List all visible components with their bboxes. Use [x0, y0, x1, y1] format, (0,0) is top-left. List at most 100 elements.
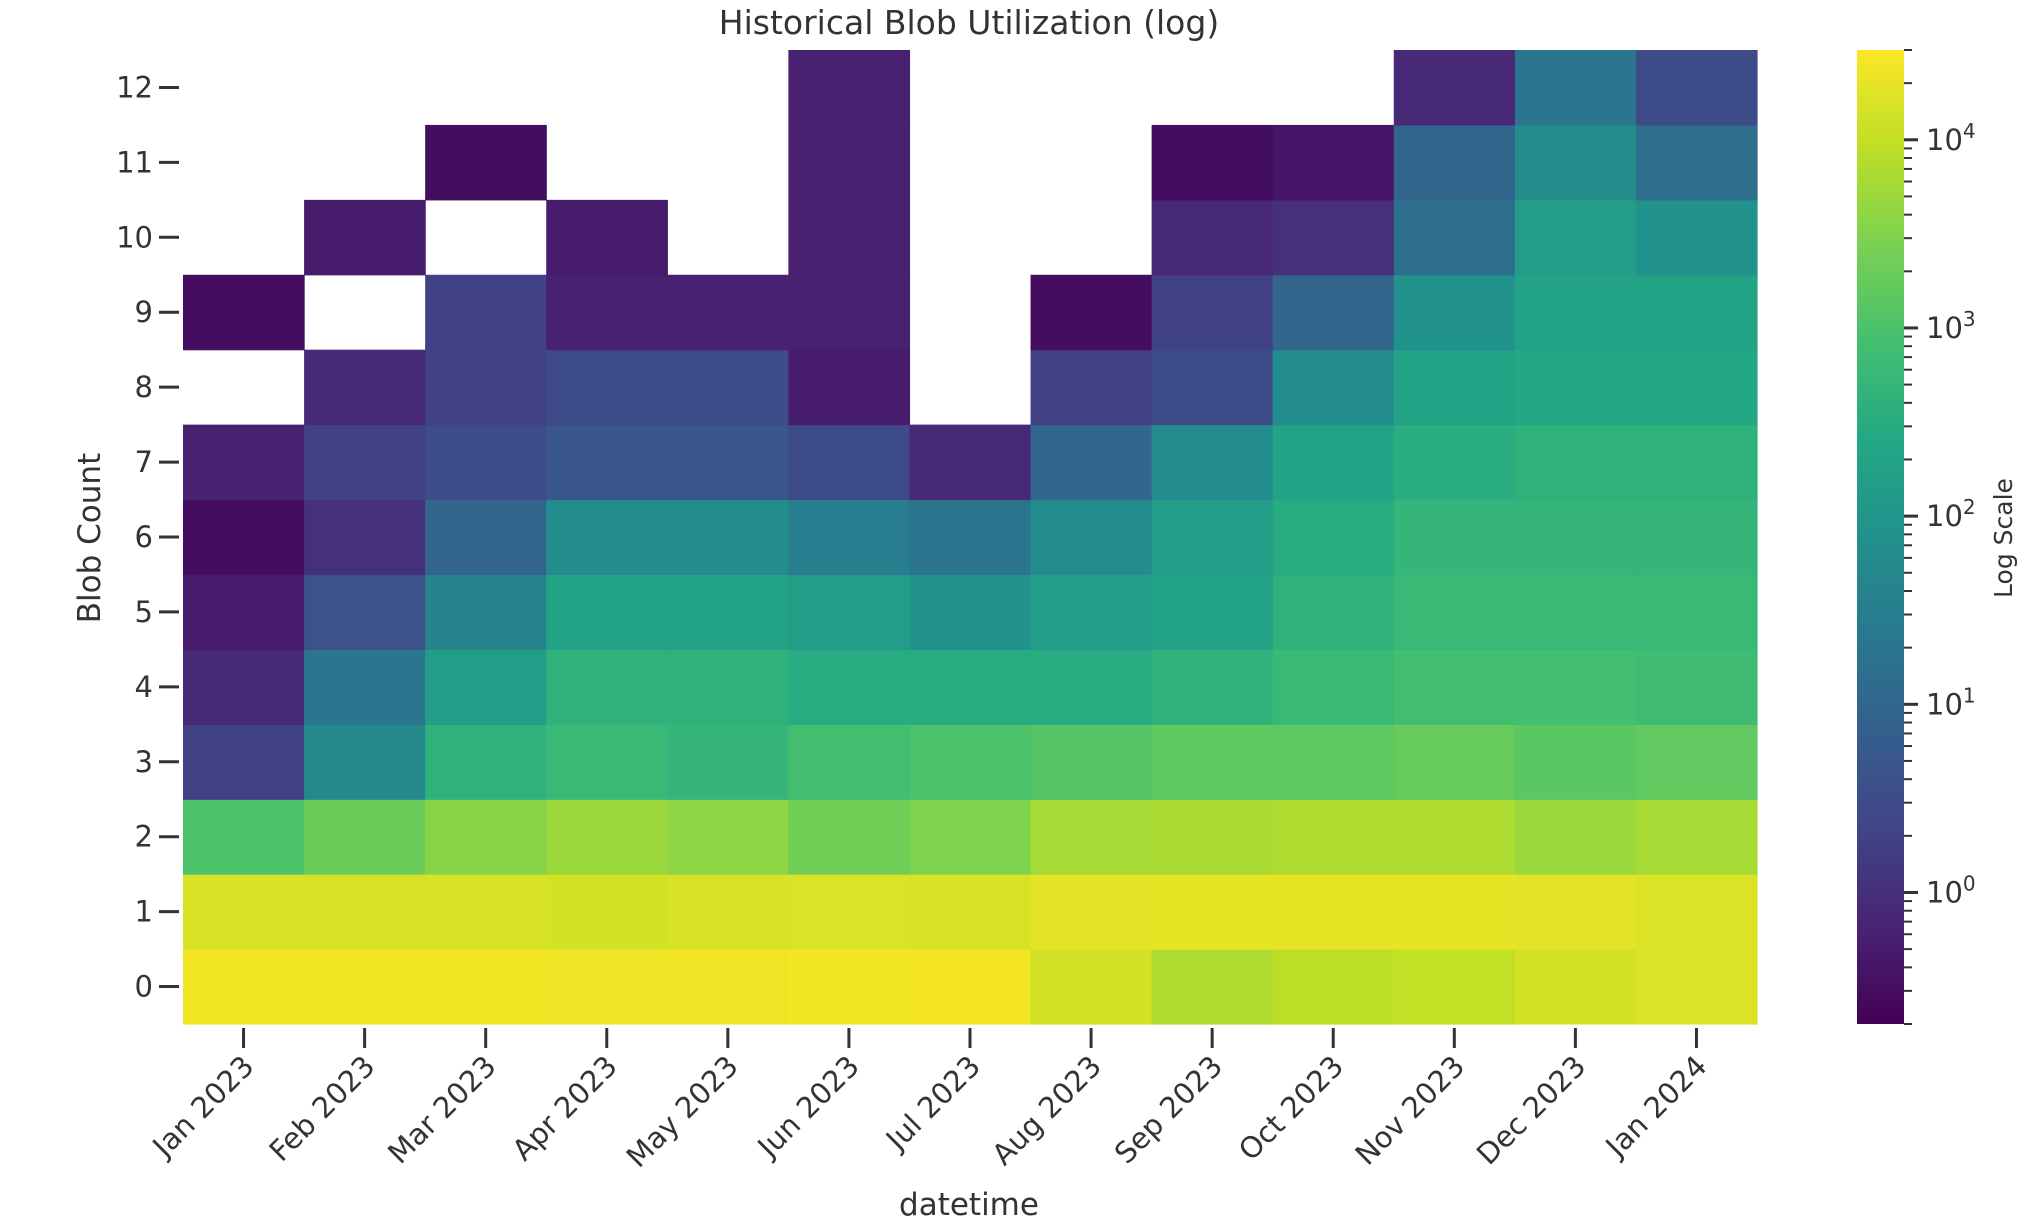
heatmap-cell [1635, 799, 1758, 875]
x-tick-label: Apr 2023 [506, 1049, 624, 1167]
x-tick-label: Oct 2023 [1232, 1049, 1350, 1167]
heatmap-cell [1151, 724, 1274, 800]
x-tick-label: Mar 2023 [381, 1049, 502, 1170]
heatmap-cell [667, 499, 789, 576]
heatmap-cell [1393, 499, 1516, 576]
x-axis-label: datetime [899, 1187, 1039, 1223]
heatmap-cell [1635, 199, 1758, 276]
heatmap-cell [546, 499, 668, 576]
heatmap-cell [425, 724, 547, 800]
heatmap-cell [788, 649, 911, 725]
heatmap-cell [1393, 199, 1516, 276]
heatmap-cell [546, 424, 668, 501]
heatmap-cell [1151, 799, 1274, 875]
heatmap-cell [425, 274, 547, 351]
heatmap-cell [1393, 274, 1516, 351]
heatmap-cell [1514, 124, 1637, 201]
heatmap-cell [304, 724, 426, 800]
heatmap-cell [183, 574, 305, 650]
heatmap-cell [1151, 949, 1274, 1025]
heatmap-cell [1030, 649, 1153, 725]
x-tick-label: Jan 2024 [1598, 1049, 1714, 1165]
heatmap-cell [546, 199, 668, 276]
heatmap-cell [546, 349, 668, 426]
heatmap-cell [1272, 124, 1395, 201]
heatmap-cell [909, 574, 1032, 650]
heatmap-cell [667, 724, 789, 800]
heatmap-cell [546, 724, 668, 800]
heatmap-cell [1272, 349, 1395, 426]
heatmap-cell [304, 649, 426, 725]
y-tick-label: 3 [135, 745, 153, 779]
heatmap-cell [1030, 724, 1153, 800]
heatmap-cell [546, 274, 668, 351]
x-tick-label: Sep 2023 [1108, 1049, 1229, 1170]
x-tick-label: Nov 2023 [1348, 1049, 1471, 1172]
heatmap-cell [1030, 499, 1153, 576]
y-tick-label: 8 [135, 370, 153, 404]
heatmap-cell [1514, 199, 1637, 276]
colorbar-tick-label: 102 [1926, 495, 1976, 533]
colorbar-label: Log Scale [1989, 478, 2018, 598]
heatmap-cell [183, 799, 305, 875]
heatmap-cell [1030, 574, 1153, 650]
heatmap-cell [788, 499, 911, 576]
heatmap-cell [1514, 274, 1637, 351]
heatmap-cell [546, 874, 668, 950]
heatmap-cell [425, 349, 547, 426]
heatmap-cell [425, 874, 547, 950]
heatmap-cell [788, 574, 911, 650]
colorbar-tick-label: 101 [1926, 683, 1976, 721]
heatmap-cell [1151, 499, 1274, 576]
heatmap-cell [183, 874, 305, 950]
heatmap-cell [909, 649, 1032, 725]
heatmap-cell [1393, 424, 1516, 501]
heatmap-cell [1635, 424, 1758, 501]
heatmap-cell [1272, 274, 1395, 351]
heatmap-cell [1393, 874, 1516, 950]
heatmap-cell [1272, 574, 1395, 650]
y-tick-label: 6 [135, 520, 153, 554]
heatmap-cell [788, 949, 911, 1025]
heatmap-cell [909, 799, 1032, 875]
heatmap-cell [1393, 724, 1516, 800]
heatmap-cell [1514, 649, 1637, 725]
y-axis-label: Blob Count [72, 453, 108, 623]
y-tick-label: 11 [116, 145, 153, 179]
heatmap-cell [1514, 50, 1637, 126]
heatmap-cell [425, 424, 547, 501]
heatmap-cell [304, 424, 426, 501]
heatmap-cell [1514, 874, 1637, 950]
heatmap-cell [1514, 424, 1637, 501]
heatmap-cell [1151, 874, 1274, 950]
heatmap-cell [304, 349, 426, 426]
heatmap-cell [546, 574, 668, 650]
heatmap-cell [667, 574, 789, 650]
y-tick-label: 2 [135, 820, 153, 854]
heatmap-cell [667, 799, 789, 875]
heatmap-cell [304, 199, 426, 276]
heatmap-cell [1514, 724, 1637, 800]
heatmap-cell [183, 499, 305, 576]
heatmap-cell [1514, 949, 1637, 1025]
y-tick-label: 12 [116, 70, 153, 104]
heatmap-cell [1635, 499, 1758, 576]
heatmap-cell [1272, 949, 1395, 1025]
heatmap-cell [425, 799, 547, 875]
heatmap-cell [1030, 274, 1153, 351]
heatmap-cell [546, 799, 668, 875]
heatmap-cell [425, 574, 547, 650]
heatmap-cell [1635, 50, 1758, 126]
heatmap-cell [425, 124, 547, 201]
heatmap-cell [304, 574, 426, 650]
y-tick-label: 0 [135, 970, 153, 1004]
heatmap-cell [304, 799, 426, 875]
heatmap-cell [425, 499, 547, 576]
heatmap-cell [1635, 574, 1758, 650]
colorbar-tick-label: 100 [1926, 871, 1976, 909]
heatmap-cell [1514, 499, 1637, 576]
heatmap-cell [909, 949, 1032, 1025]
colorbar [1857, 50, 1904, 1024]
heatmap-cell [1393, 349, 1516, 426]
